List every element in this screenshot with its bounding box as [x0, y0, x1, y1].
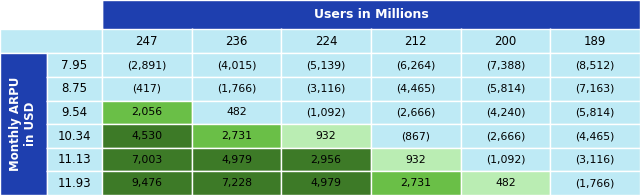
- Text: 212: 212: [404, 35, 427, 48]
- Text: 2,731: 2,731: [401, 178, 431, 188]
- Text: 2,731: 2,731: [221, 131, 252, 141]
- Text: 11.93: 11.93: [58, 177, 92, 190]
- Text: (867): (867): [401, 131, 430, 141]
- Text: (7,388): (7,388): [486, 60, 525, 70]
- Text: (5,139): (5,139): [307, 60, 346, 70]
- Text: (1,092): (1,092): [307, 107, 346, 117]
- Text: 482: 482: [495, 178, 516, 188]
- Text: 2,056: 2,056: [131, 107, 163, 117]
- Text: 932: 932: [316, 131, 337, 141]
- Text: 4,979: 4,979: [221, 155, 252, 165]
- Text: 9,476: 9,476: [131, 178, 163, 188]
- Text: (7,163): (7,163): [575, 84, 615, 94]
- Text: 7,003: 7,003: [131, 155, 163, 165]
- Text: 224: 224: [315, 35, 337, 48]
- Text: (1,766): (1,766): [575, 178, 615, 188]
- Text: (4,465): (4,465): [575, 131, 615, 141]
- Text: (3,116): (3,116): [307, 84, 346, 94]
- Text: (4,015): (4,015): [217, 60, 256, 70]
- Text: (2,891): (2,891): [127, 60, 166, 70]
- Text: Monthly ARPU
in USD: Monthly ARPU in USD: [10, 77, 38, 171]
- Text: 10.34: 10.34: [58, 129, 92, 143]
- Text: 7.95: 7.95: [61, 59, 88, 72]
- Text: 482: 482: [226, 107, 247, 117]
- Text: (6,264): (6,264): [396, 60, 436, 70]
- Text: (5,814): (5,814): [486, 84, 525, 94]
- Text: 7,228: 7,228: [221, 178, 252, 188]
- Text: Users in Millions: Users in Millions: [314, 8, 428, 21]
- Text: 247: 247: [136, 35, 158, 48]
- Text: (3,116): (3,116): [575, 155, 615, 165]
- Text: (1,766): (1,766): [217, 84, 256, 94]
- Text: (1,092): (1,092): [486, 155, 525, 165]
- Text: 932: 932: [406, 155, 426, 165]
- Text: (4,465): (4,465): [396, 84, 436, 94]
- Text: 4,979: 4,979: [310, 178, 342, 188]
- Text: 236: 236: [225, 35, 248, 48]
- Text: 8.75: 8.75: [61, 82, 88, 95]
- Text: (4,240): (4,240): [486, 107, 525, 117]
- Text: (417): (417): [132, 84, 161, 94]
- Text: (8,512): (8,512): [575, 60, 615, 70]
- Text: (2,666): (2,666): [486, 131, 525, 141]
- Text: (5,814): (5,814): [575, 107, 615, 117]
- Text: 4,530: 4,530: [131, 131, 163, 141]
- Text: 11.13: 11.13: [58, 153, 92, 166]
- Text: 200: 200: [494, 35, 516, 48]
- Text: 9.54: 9.54: [61, 106, 88, 119]
- Text: 189: 189: [584, 35, 606, 48]
- Text: (2,666): (2,666): [396, 107, 436, 117]
- Text: 2,956: 2,956: [310, 155, 342, 165]
